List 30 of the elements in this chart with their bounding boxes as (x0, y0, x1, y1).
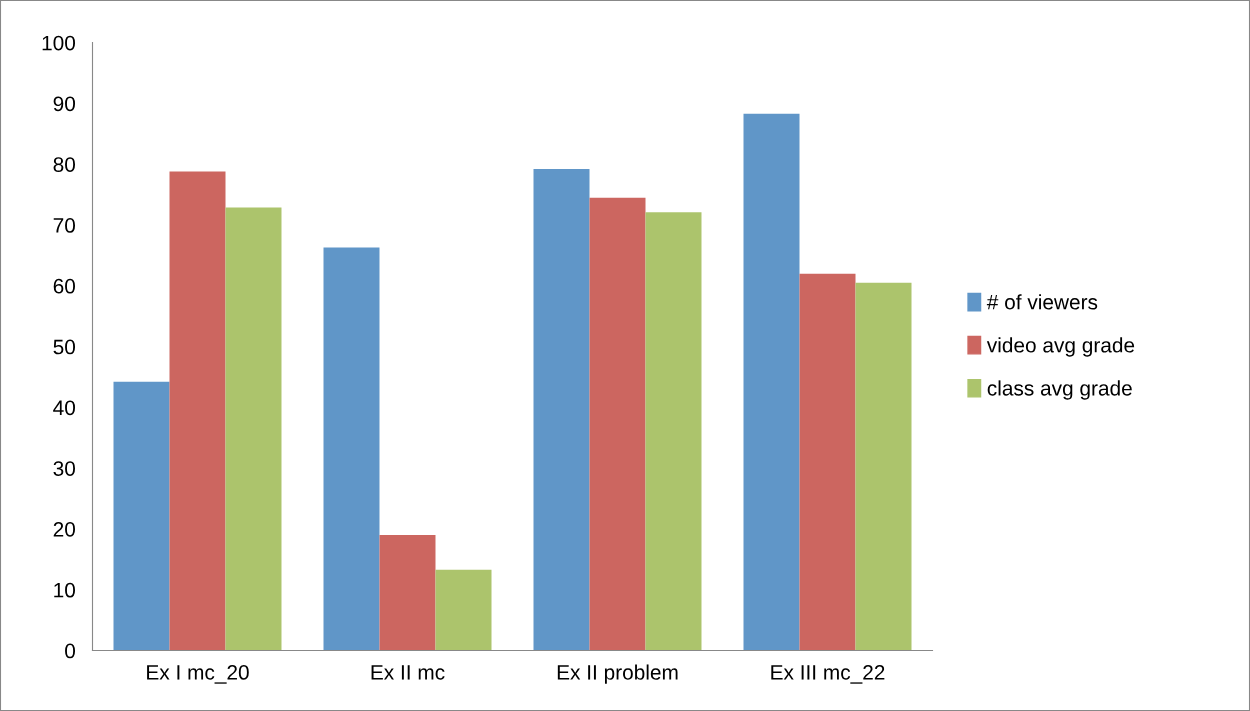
y-tick-label: 20 (53, 521, 76, 537)
y-tick-label: 50 (53, 339, 76, 355)
bar (533, 169, 590, 651)
y-tick-label: 90 (53, 96, 76, 112)
bar (169, 171, 226, 651)
y-tick-label: 80 (53, 157, 76, 172)
legend-label: class avg grade (987, 380, 1132, 400)
bar (589, 197, 646, 651)
x-tick-label: Ex II problem (557, 664, 678, 684)
bar (743, 113, 800, 651)
bar (855, 282, 912, 651)
bar (645, 212, 702, 651)
bar (323, 247, 380, 651)
y-tick-label: 40 (53, 400, 76, 416)
y-tick-label: 100 (42, 35, 76, 51)
x-tick-label: Ex III mc_22 (771, 665, 885, 684)
x-tick-label: Ex I mc_20 (147, 665, 249, 684)
y-tick-label: 70 (53, 218, 76, 233)
y-tick-label: 10 (54, 582, 76, 598)
bar (379, 535, 436, 651)
legend-label: # of viewers (986, 294, 1098, 310)
y-tick-label: 0 (65, 643, 76, 659)
y-tick-label: 60 (53, 278, 76, 294)
bar (799, 273, 856, 651)
bar (435, 569, 492, 651)
legend-label: video avg grade (986, 337, 1135, 357)
bar (225, 207, 282, 651)
x-tick-label: Ex II mc (371, 665, 445, 680)
y-tick-label: 30 (53, 461, 76, 476)
bar (113, 381, 170, 651)
